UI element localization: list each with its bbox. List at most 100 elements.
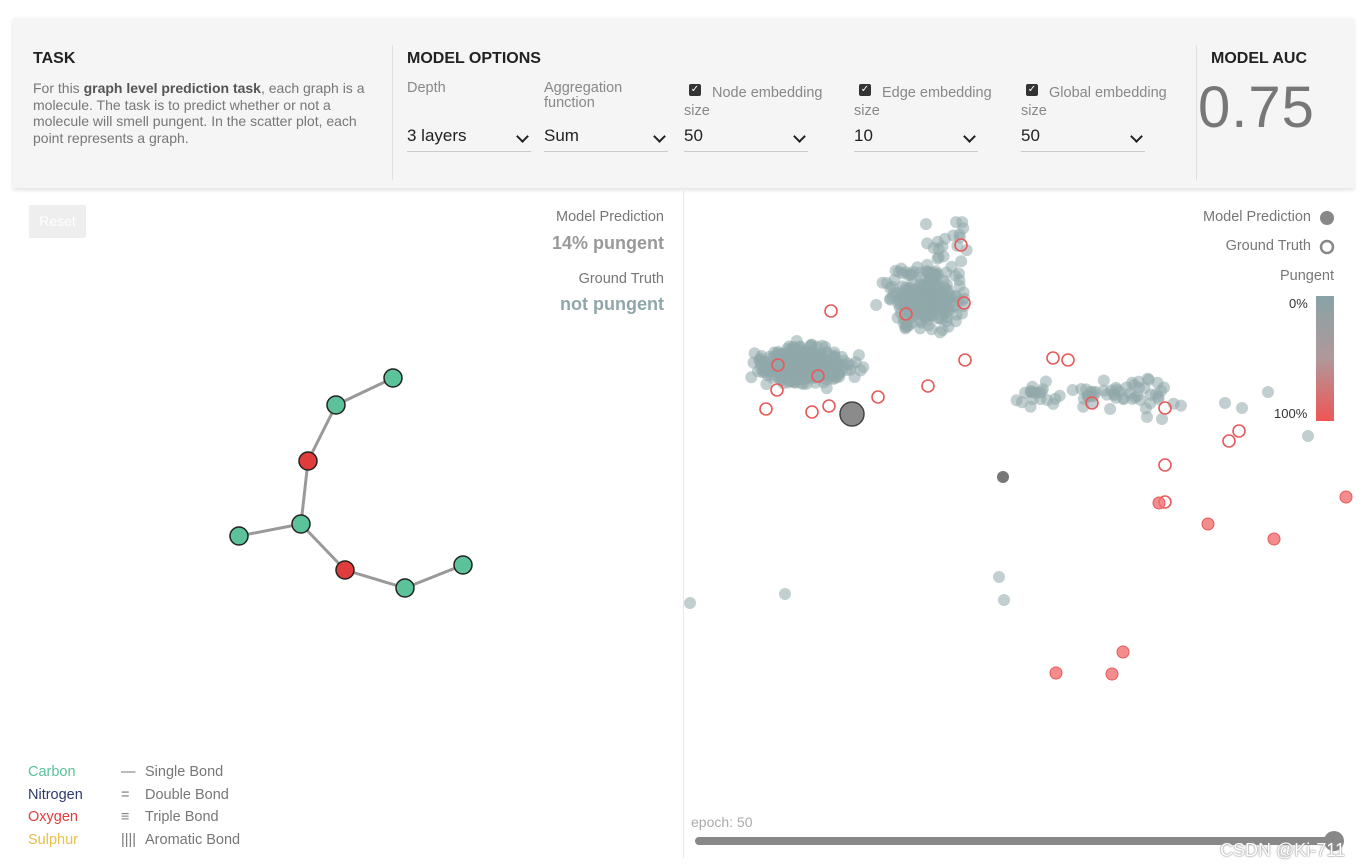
graph-point[interactable] <box>949 315 962 328</box>
graph-point[interactable] <box>1151 376 1164 389</box>
graph-point[interactable] <box>782 361 795 374</box>
pungent-ground-truth-point[interactable] <box>1061 353 1075 367</box>
pungent-ground-truth-point[interactable] <box>824 304 838 318</box>
graph-point[interactable] <box>936 324 949 336</box>
graph-point[interactable] <box>684 597 696 609</box>
pungent-ground-truth-point[interactable] <box>1158 458 1172 472</box>
aggregation-select[interactable]: Sum <box>544 123 668 152</box>
graph-point[interactable] <box>1047 397 1060 410</box>
node-embedding-checkbox[interactable]: ✓ <box>689 84 701 96</box>
depth-select[interactable]: 3 layers <box>407 123 531 152</box>
graph-point[interactable] <box>920 218 932 231</box>
graph-point[interactable] <box>1082 390 1095 403</box>
pungent-ground-truth-point[interactable] <box>1158 401 1172 415</box>
graph-point[interactable] <box>918 292 931 305</box>
graph-point[interactable] <box>993 571 1005 583</box>
embedding-scatter-plot[interactable] <box>684 190 1365 858</box>
graph-point[interactable] <box>944 289 957 302</box>
graph-point[interactable] <box>1120 381 1133 394</box>
epoch-slider-handle[interactable] <box>1324 831 1344 851</box>
graph-point[interactable] <box>809 359 822 372</box>
pungent-point[interactable] <box>1105 667 1119 681</box>
atom-node[interactable] <box>395 578 415 598</box>
graph-point[interactable] <box>895 288 907 301</box>
graph-point[interactable] <box>1141 411 1153 423</box>
graph-point[interactable] <box>870 299 883 311</box>
graph-point[interactable] <box>1219 397 1231 409</box>
epoch-slider[interactable] <box>695 837 1340 845</box>
graph-point[interactable] <box>947 229 960 242</box>
node-embedding-select[interactable]: 50 <box>684 123 808 152</box>
pungent-point[interactable] <box>1267 532 1281 546</box>
graph-point[interactable] <box>955 255 968 268</box>
pungent-ground-truth-point[interactable] <box>957 296 971 310</box>
selected-graph-point[interactable] <box>839 401 865 427</box>
graph-point[interactable] <box>932 299 945 312</box>
graph-point[interactable] <box>849 356 862 369</box>
graph-point[interactable] <box>1128 391 1141 404</box>
graph-point[interactable] <box>951 239 964 252</box>
global-embedding-select[interactable]: 50 <box>1021 123 1145 152</box>
graph-point[interactable] <box>909 290 922 303</box>
graph-point[interactable] <box>931 252 944 265</box>
atom-node[interactable] <box>291 514 311 534</box>
graph-point[interactable] <box>1104 403 1117 415</box>
edge-embedding-select[interactable]: 10 <box>854 123 978 152</box>
pungent-ground-truth-point[interactable] <box>1232 424 1246 438</box>
pungent-ground-truth-point[interactable] <box>771 358 785 372</box>
graph-point[interactable] <box>1152 393 1165 405</box>
graph-point[interactable] <box>876 276 889 289</box>
graph-point[interactable] <box>1039 375 1052 388</box>
graph-point[interactable] <box>1117 392 1130 405</box>
pungent-ground-truth-point[interactable] <box>1222 434 1236 448</box>
pungent-point[interactable] <box>1201 517 1215 531</box>
graph-point[interactable] <box>823 356 836 369</box>
atom-node[interactable] <box>453 555 473 575</box>
graph-point[interactable] <box>960 244 973 257</box>
pungent-ground-truth-point[interactable] <box>759 402 773 416</box>
graph-point[interactable] <box>820 382 833 395</box>
graph-point[interactable] <box>904 267 917 280</box>
graph-point[interactable] <box>797 355 810 368</box>
graph-point[interactable] <box>936 312 948 325</box>
atom-node[interactable] <box>335 560 355 580</box>
graph-point[interactable] <box>931 235 944 248</box>
graph-point[interactable] <box>952 267 965 280</box>
graph-point[interactable] <box>794 340 806 353</box>
graph-point[interactable] <box>1097 384 1110 397</box>
graph-point[interactable] <box>922 266 935 279</box>
pungent-point[interactable] <box>1049 666 1063 680</box>
atom-node[interactable] <box>229 526 249 546</box>
pungent-ground-truth-point[interactable] <box>958 353 972 367</box>
graph-point[interactable] <box>997 471 1009 483</box>
graph-point[interactable] <box>766 371 778 384</box>
graph-point[interactable] <box>1262 386 1274 398</box>
pungent-point[interactable] <box>1152 496 1166 510</box>
graph-point[interactable] <box>1053 389 1066 402</box>
graph-point[interactable] <box>835 363 848 376</box>
graph-point[interactable] <box>1024 385 1037 398</box>
graph-point[interactable] <box>1236 402 1248 414</box>
graph-point[interactable] <box>925 323 938 336</box>
atom-node[interactable] <box>326 395 346 415</box>
pungent-point[interactable] <box>1339 490 1353 504</box>
molecule-graph[interactable] <box>0 190 683 858</box>
pungent-ground-truth-point[interactable] <box>1085 396 1099 410</box>
graph-point[interactable] <box>785 351 798 364</box>
pungent-point[interactable] <box>1116 645 1130 659</box>
graph-point[interactable] <box>895 262 908 275</box>
atom-node[interactable] <box>298 451 318 471</box>
edge-embedding-checkbox[interactable]: ✓ <box>859 84 871 96</box>
graph-point[interactable] <box>779 588 791 600</box>
pungent-ground-truth-point[interactable] <box>811 369 825 383</box>
reset-button[interactable]: Reset <box>29 205 86 238</box>
graph-point[interactable] <box>931 284 944 297</box>
atom-node[interactable] <box>383 368 403 388</box>
graph-point[interactable] <box>998 594 1010 606</box>
pungent-ground-truth-point[interactable] <box>805 405 819 419</box>
pungent-ground-truth-point[interactable] <box>899 307 913 321</box>
pungent-ground-truth-point[interactable] <box>871 390 885 404</box>
graph-point[interactable] <box>1156 413 1168 425</box>
pungent-ground-truth-point[interactable] <box>1046 351 1060 365</box>
graph-point[interactable] <box>1016 396 1028 409</box>
